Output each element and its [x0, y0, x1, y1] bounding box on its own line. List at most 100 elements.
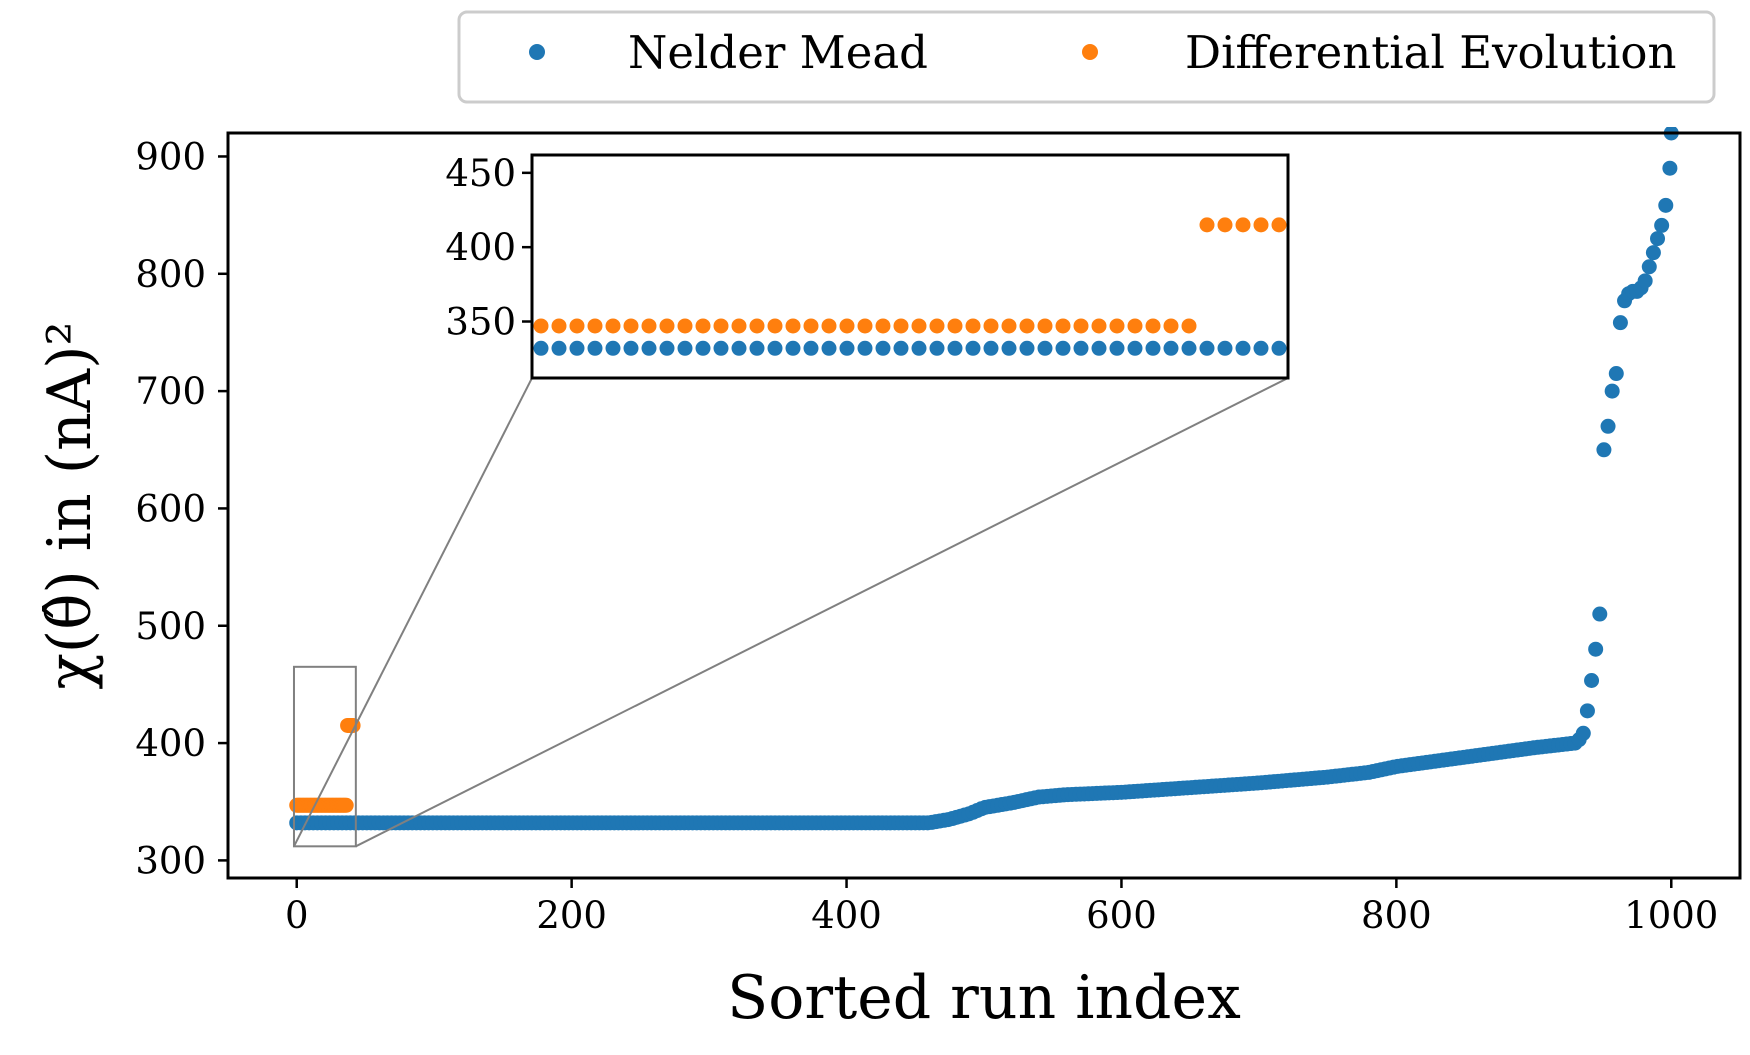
y-axis-label: χ(θ̂) in (nA)²: [35, 321, 105, 689]
inset-differential-evolution-point: [1235, 217, 1251, 233]
inset-nelder-mead-point: [731, 340, 747, 356]
inset-differential-evolution-point: [1163, 318, 1179, 334]
zoom-region-box: [292, 665, 357, 848]
inset-nelder-mead-point: [533, 340, 549, 356]
x-axis-label: Sorted run index: [727, 963, 1241, 1033]
inset-differential-evolution-point: [1145, 318, 1161, 334]
inset-differential-evolution-point: [1271, 217, 1287, 233]
nelder-mead-point: [1650, 231, 1666, 247]
zoom-connector-line: [355, 377, 1289, 848]
inset-differential-evolution-point: [695, 318, 711, 334]
inset-nelder-mead-point: [893, 340, 909, 356]
inset-nelder-mead-point: [767, 340, 783, 356]
inset-differential-evolution-point: [893, 318, 909, 334]
nelder-mead-point: [1608, 366, 1624, 382]
inset-nelder-mead-point: [875, 340, 891, 356]
inset-nelder-mead-point: [929, 340, 945, 356]
inset-nelder-mead-point: [803, 340, 819, 356]
inset-y-tick-label: 350: [445, 301, 516, 344]
main-plot-marks: [289, 127, 1679, 831]
inset-nelder-mead-point: [947, 340, 963, 356]
inset-nelder-mead-point: [605, 340, 621, 356]
inset-nelder-mead-point: [551, 340, 567, 356]
inset-y-tick-label: 450: [445, 152, 516, 195]
inset-nelder-mead-point: [1145, 340, 1161, 356]
inset-differential-evolution-point: [605, 318, 621, 334]
nelder-mead-point: [1575, 725, 1591, 741]
inset-plot-frame: [530, 153, 1290, 380]
x-tick-label: 1000: [1624, 894, 1718, 937]
x-tick-label: 800: [1361, 894, 1432, 937]
inset-differential-evolution-point: [785, 318, 801, 334]
inset-nelder-mead-point: [1073, 340, 1089, 356]
inset-nelder-mead-point: [821, 340, 837, 356]
legend: Nelder Mead Differential Evolution: [457, 10, 1716, 104]
inset-nelder-mead-point: [587, 340, 603, 356]
inset-nelder-mead-point: [965, 340, 981, 356]
legend-marker-nelder-mead: [529, 44, 545, 60]
inset-differential-evolution-point: [587, 318, 603, 334]
inset-differential-evolution-point: [911, 318, 927, 334]
inset-differential-evolution-point: [839, 318, 855, 334]
inset-nelder-mead-point: [1271, 340, 1287, 356]
inset-nelder-mead-point: [1037, 340, 1053, 356]
inset-nelder-mead-point: [1127, 340, 1143, 356]
inset-differential-evolution-point: [1127, 318, 1143, 334]
x-tick-label: 0: [285, 894, 309, 937]
inset-differential-evolution-point: [857, 318, 873, 334]
nelder-mead-point: [1641, 259, 1657, 275]
x-axis: 0 200 400 600 800 1000: [285, 878, 1718, 937]
y-tick-label: 600: [135, 487, 206, 530]
inset-differential-evolution-point: [623, 318, 639, 334]
inset-nelder-mead-point: [1199, 340, 1215, 356]
inset-differential-evolution-point: [947, 318, 963, 334]
y-axis: 300 400 500 600 700 800 900: [135, 135, 228, 882]
nelder-mead-point: [1612, 315, 1628, 331]
nelder-mead-point: [1588, 641, 1604, 657]
y-tick-label: 700: [135, 370, 206, 413]
inset-differential-evolution-point: [677, 318, 693, 334]
x-tick-label: 400: [811, 894, 882, 937]
inset-nelder-mead-point: [569, 340, 585, 356]
y-tick-label: 500: [135, 605, 206, 648]
inset-differential-evolution-point: [1037, 318, 1053, 334]
inset-differential-evolution-point: [929, 318, 945, 334]
inset-differential-evolution-point: [1253, 217, 1269, 233]
inset-differential-evolution-point: [965, 318, 981, 334]
inset-differential-evolution-point: [821, 318, 837, 334]
inset-differential-evolution-point: [749, 318, 765, 334]
inset-y-axis: 350 400 450: [445, 152, 532, 344]
inset-differential-evolution-point: [983, 318, 999, 334]
inset-differential-evolution-point: [659, 318, 675, 334]
inset-background: [532, 155, 1288, 378]
inset-differential-evolution-point: [1199, 217, 1215, 233]
legend-marker-differential-evolution: [1082, 44, 1098, 60]
inset-y-tick-label: 400: [445, 226, 516, 269]
nelder-mead-point: [1584, 673, 1600, 689]
inset-nelder-mead-point: [1001, 340, 1017, 356]
y-tick-label: 400: [135, 722, 206, 765]
inset-nelder-mead-point: [911, 340, 927, 356]
inset-nelder-mead-point: [749, 340, 765, 356]
inset-differential-evolution-point: [1019, 318, 1035, 334]
inset-nelder-mead-point: [1181, 340, 1197, 356]
nelder-mead-point: [1604, 383, 1620, 399]
inset-differential-evolution-point: [875, 318, 891, 334]
inset-differential-evolution-point: [803, 318, 819, 334]
inset-nelder-mead-point: [785, 340, 801, 356]
differential-evolution-point: [338, 797, 354, 813]
y-tick-label: 900: [135, 135, 206, 178]
inset-differential-evolution-point: [1091, 318, 1107, 334]
inset-nelder-mead-point: [1091, 340, 1107, 356]
inset-differential-evolution-point: [1181, 318, 1197, 334]
main-plot-frame: [226, 131, 1742, 880]
inset-plot-marks: [533, 217, 1287, 356]
zoom-indicator: [292, 377, 1289, 848]
inset-nelder-mead-point: [1019, 340, 1035, 356]
nelder-mead-point: [1600, 418, 1616, 434]
inset-differential-evolution-point: [641, 318, 657, 334]
y-tick-label: 800: [135, 253, 206, 296]
inset-differential-evolution-point: [533, 318, 549, 334]
x-tick-label: 200: [536, 894, 607, 937]
